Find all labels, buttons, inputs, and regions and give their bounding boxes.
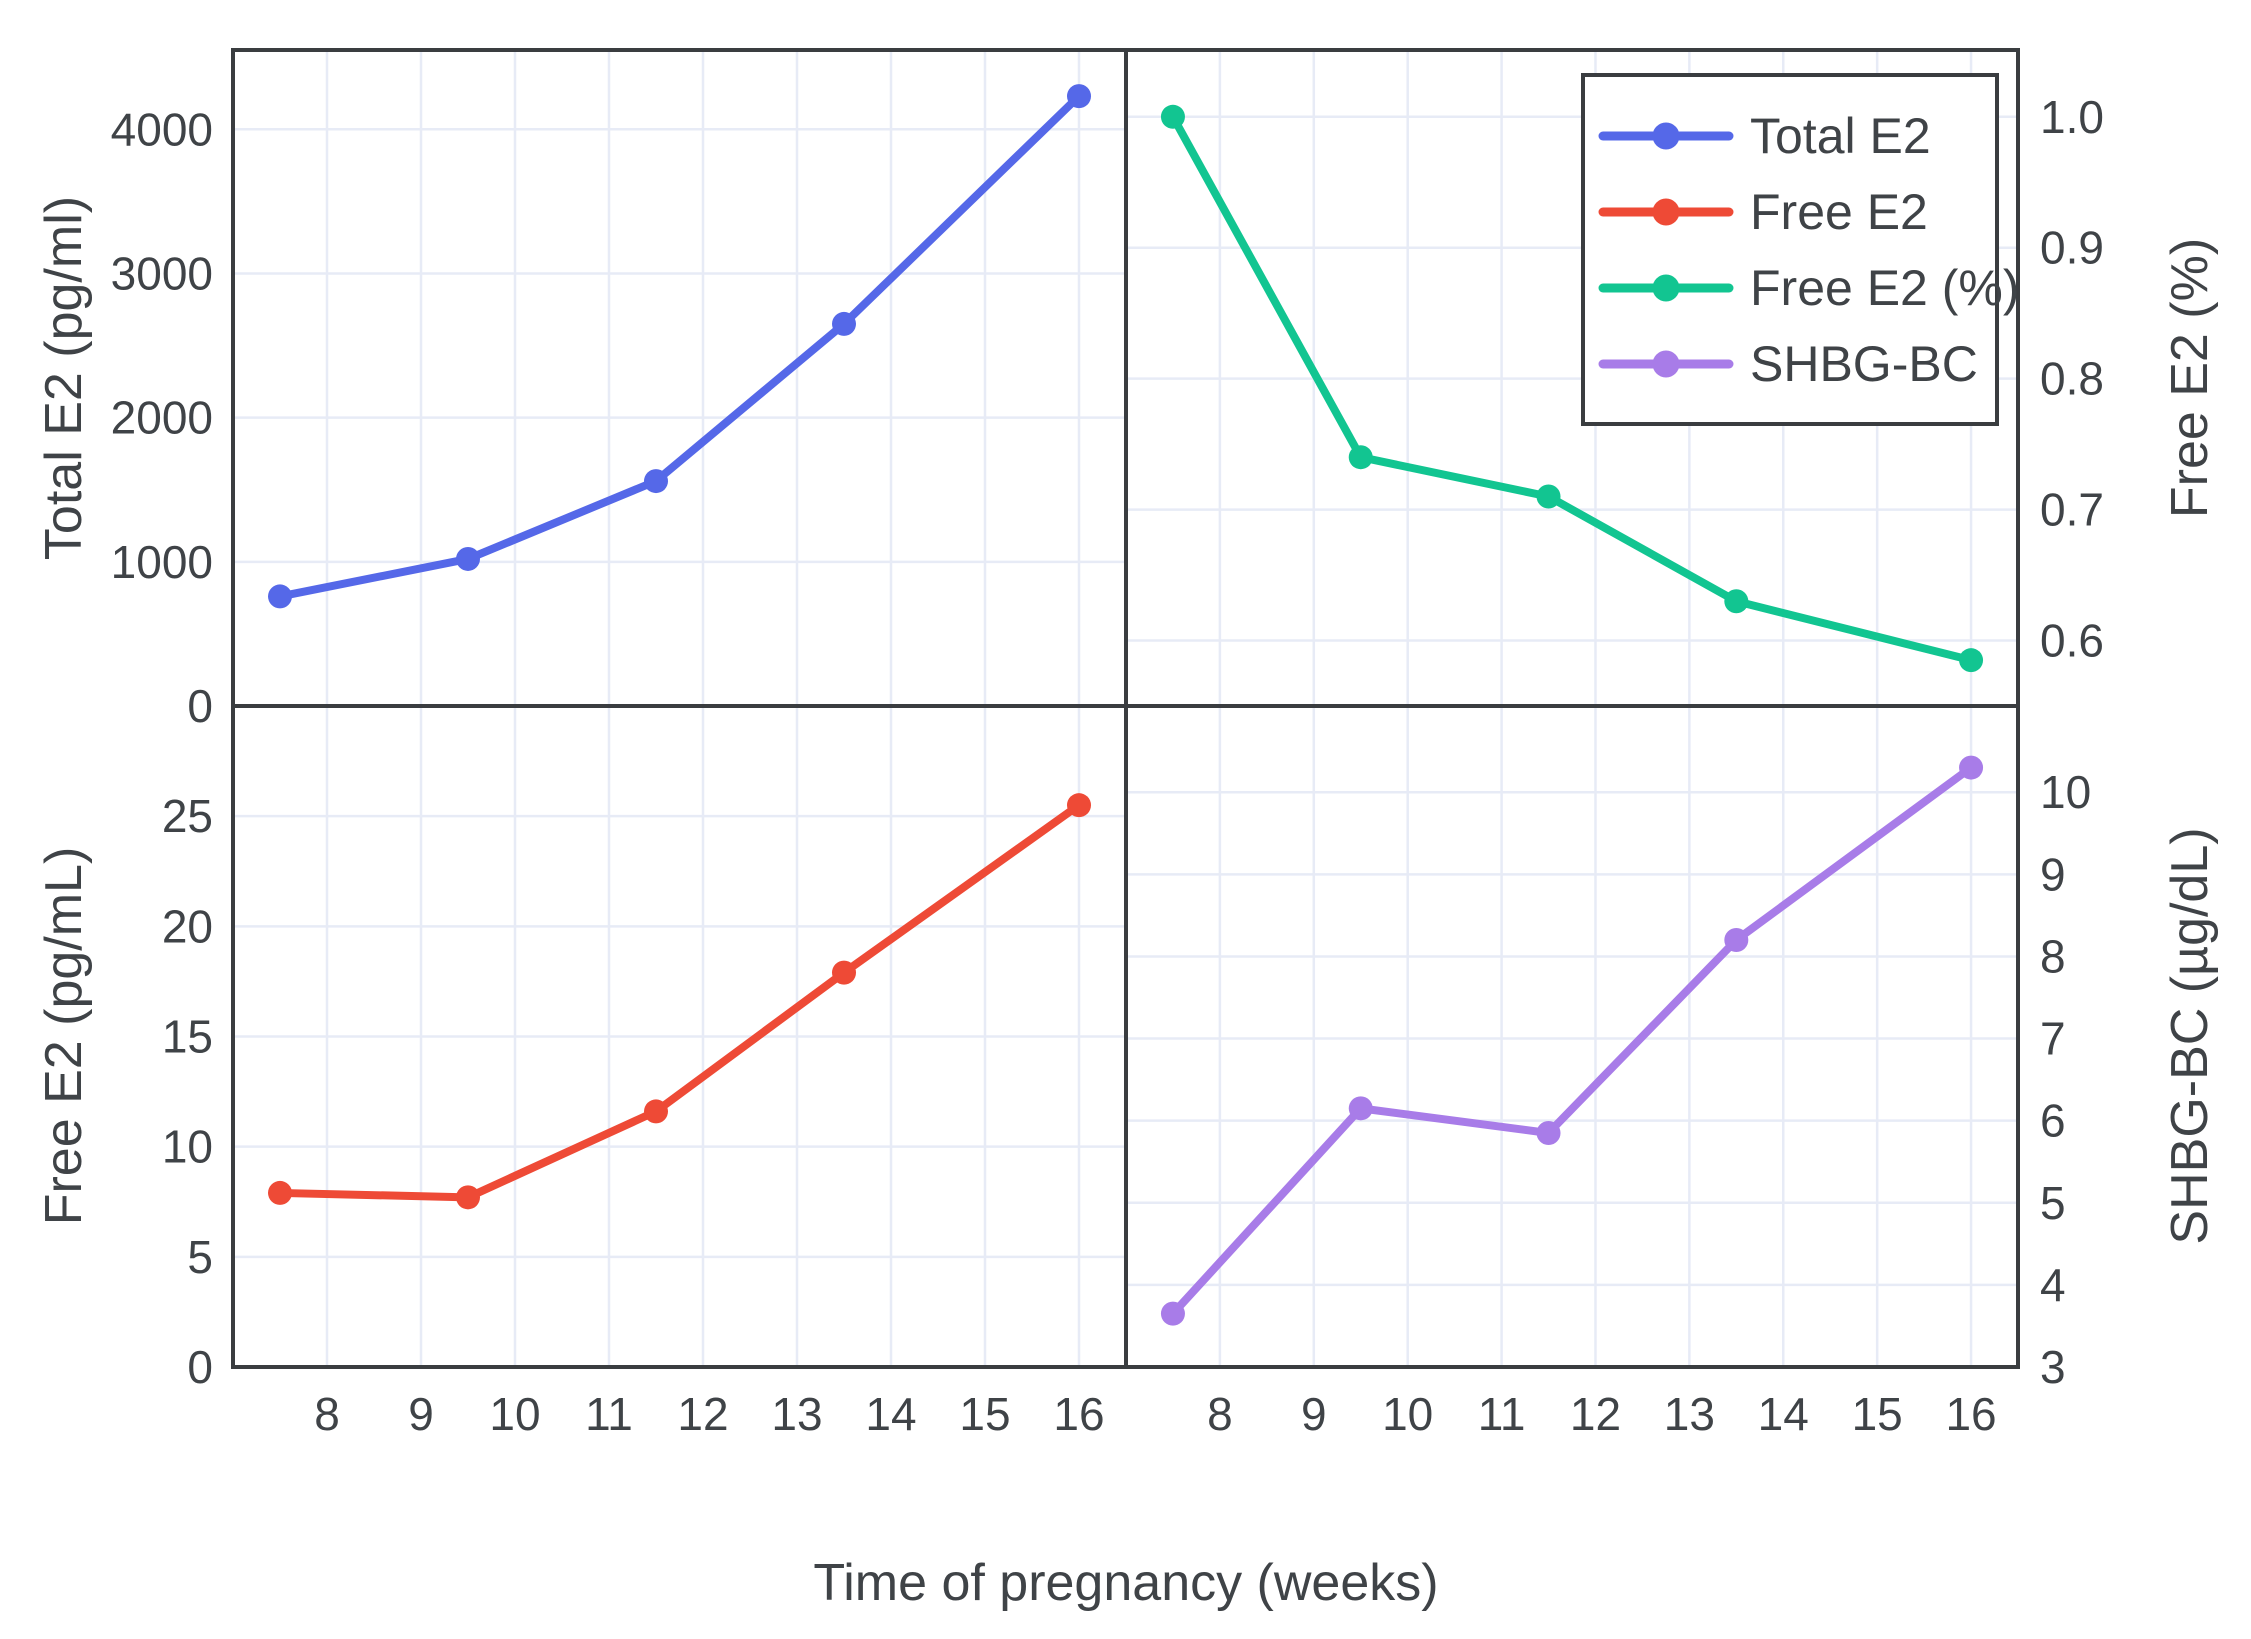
data-point [1536, 484, 1561, 509]
y-tick-label: 0.8 [2040, 353, 2104, 405]
data-point [1536, 1120, 1561, 1145]
y-tick-label: 0 [187, 680, 213, 732]
x-tick-label: 13 [771, 1388, 822, 1440]
x-tick-label: 10 [1382, 1388, 1433, 1440]
data-point [1348, 1096, 1373, 1121]
legend-items: Total E2 Free E2 Free E2 (%) SHBG-BC [1598, 108, 2020, 392]
legend-swatch-dot [1652, 274, 1680, 302]
data-point [268, 584, 292, 609]
data-point [1160, 104, 1185, 129]
y-tick-label: 1000 [111, 536, 213, 588]
axis-title-free-e2-pct: Free E2 (%) [2161, 238, 2219, 518]
y-tick-label: 15 [162, 1011, 213, 1063]
legend-item-label: Free E2 (%) [1750, 260, 2020, 316]
y-tick-label: 7 [2040, 1013, 2066, 1065]
data-point [832, 311, 856, 336]
x-tick-label: 9 [1301, 1388, 1327, 1440]
x-tick-label: 11 [585, 1388, 633, 1440]
data-point [644, 1099, 668, 1124]
x-tick-label: 10 [489, 1388, 540, 1440]
y-tick-label: 4000 [111, 103, 213, 155]
axis-title-total-e2: Total E2 (pg/ml) [35, 196, 93, 560]
y-tick-label: 5 [2040, 1177, 2066, 1229]
data-point [1160, 1301, 1185, 1326]
x-tick-label: 8 [314, 1388, 340, 1440]
x-tick-label: 15 [959, 1388, 1010, 1440]
x-tick-label: 13 [1664, 1388, 1715, 1440]
y-tick-label: 3000 [111, 247, 213, 299]
y-tick-label: 0 [187, 1341, 213, 1393]
axis-layer: 0 1000 2000 3000 4000 0.6 0.7 0.8 0.9 1.0 0 5 10 15 20… [111, 91, 2104, 1440]
data-point [1067, 793, 1091, 818]
panel-borders [231, 48, 2020, 1369]
y-tick-label: 1.0 [2040, 91, 2104, 143]
y-tick-label: 0.9 [2040, 222, 2104, 274]
data-point [1724, 928, 1749, 953]
y-tick-label: 3 [2040, 1341, 2066, 1393]
data-point [1959, 755, 1984, 780]
x-tick-label: 8 [1207, 1388, 1233, 1440]
y-tick-label: 8 [2040, 930, 2066, 982]
data-point [1067, 84, 1091, 109]
data-point [456, 1185, 480, 1210]
legend: Total E2 Free E2 Free E2 (%) SHBG-BC [1581, 73, 2020, 426]
x-tick-label: 12 [677, 1388, 728, 1440]
x-tick-label: 9 [408, 1388, 434, 1440]
data-point [832, 960, 856, 985]
axis-title-shbg-bc: SHBG-BC (µg/dL) [2161, 827, 2219, 1244]
y-tick-label: 25 [162, 790, 213, 842]
x-tick-label: 12 [1570, 1388, 1621, 1440]
x-tick-label: 16 [1945, 1388, 1996, 1440]
data-point [1348, 445, 1373, 470]
data-point [456, 546, 480, 571]
data-point [1724, 589, 1749, 614]
data-point [644, 469, 668, 494]
y-tick-label: 6 [2040, 1095, 2066, 1147]
x-tick-label: 14 [1758, 1388, 1809, 1440]
legend-swatch-dot [1652, 122, 1680, 150]
x-tick-label: 16 [1053, 1388, 1104, 1440]
y-tick-label: 9 [2040, 848, 2066, 900]
panel-bottom-right-border [1124, 704, 2020, 1369]
axis-title-free-e2: Free E2 (pg/mL) [35, 847, 93, 1226]
y-tick-label: 10 [162, 1121, 213, 1173]
y-tick-label: 4 [2040, 1259, 2066, 1311]
legend-swatch-dot [1652, 198, 1680, 226]
x-tick-label: 11 [1478, 1388, 1526, 1440]
y-tick-label: 2000 [111, 392, 213, 444]
y-tick-label: 20 [162, 900, 213, 952]
x-tick-label: 14 [865, 1388, 916, 1440]
legend-item-label: Total E2 [1750, 108, 1931, 164]
data-point [1959, 648, 1984, 673]
data-point [268, 1180, 292, 1205]
x-axis-title: Time of pregnancy (weeks) [813, 1554, 1438, 1612]
x-tick-label: 15 [1852, 1388, 1903, 1440]
y-tick-label: 10 [2040, 766, 2091, 818]
y-tick-label: 0.6 [2040, 615, 2104, 667]
y-tick-label: 5 [187, 1231, 213, 1283]
legend-item-label: SHBG-BC [1750, 336, 1978, 392]
legend-swatch-dot [1652, 350, 1680, 378]
legend-item-label: Free E2 [1750, 184, 1928, 240]
y-tick-label: 0.7 [2040, 484, 2104, 536]
